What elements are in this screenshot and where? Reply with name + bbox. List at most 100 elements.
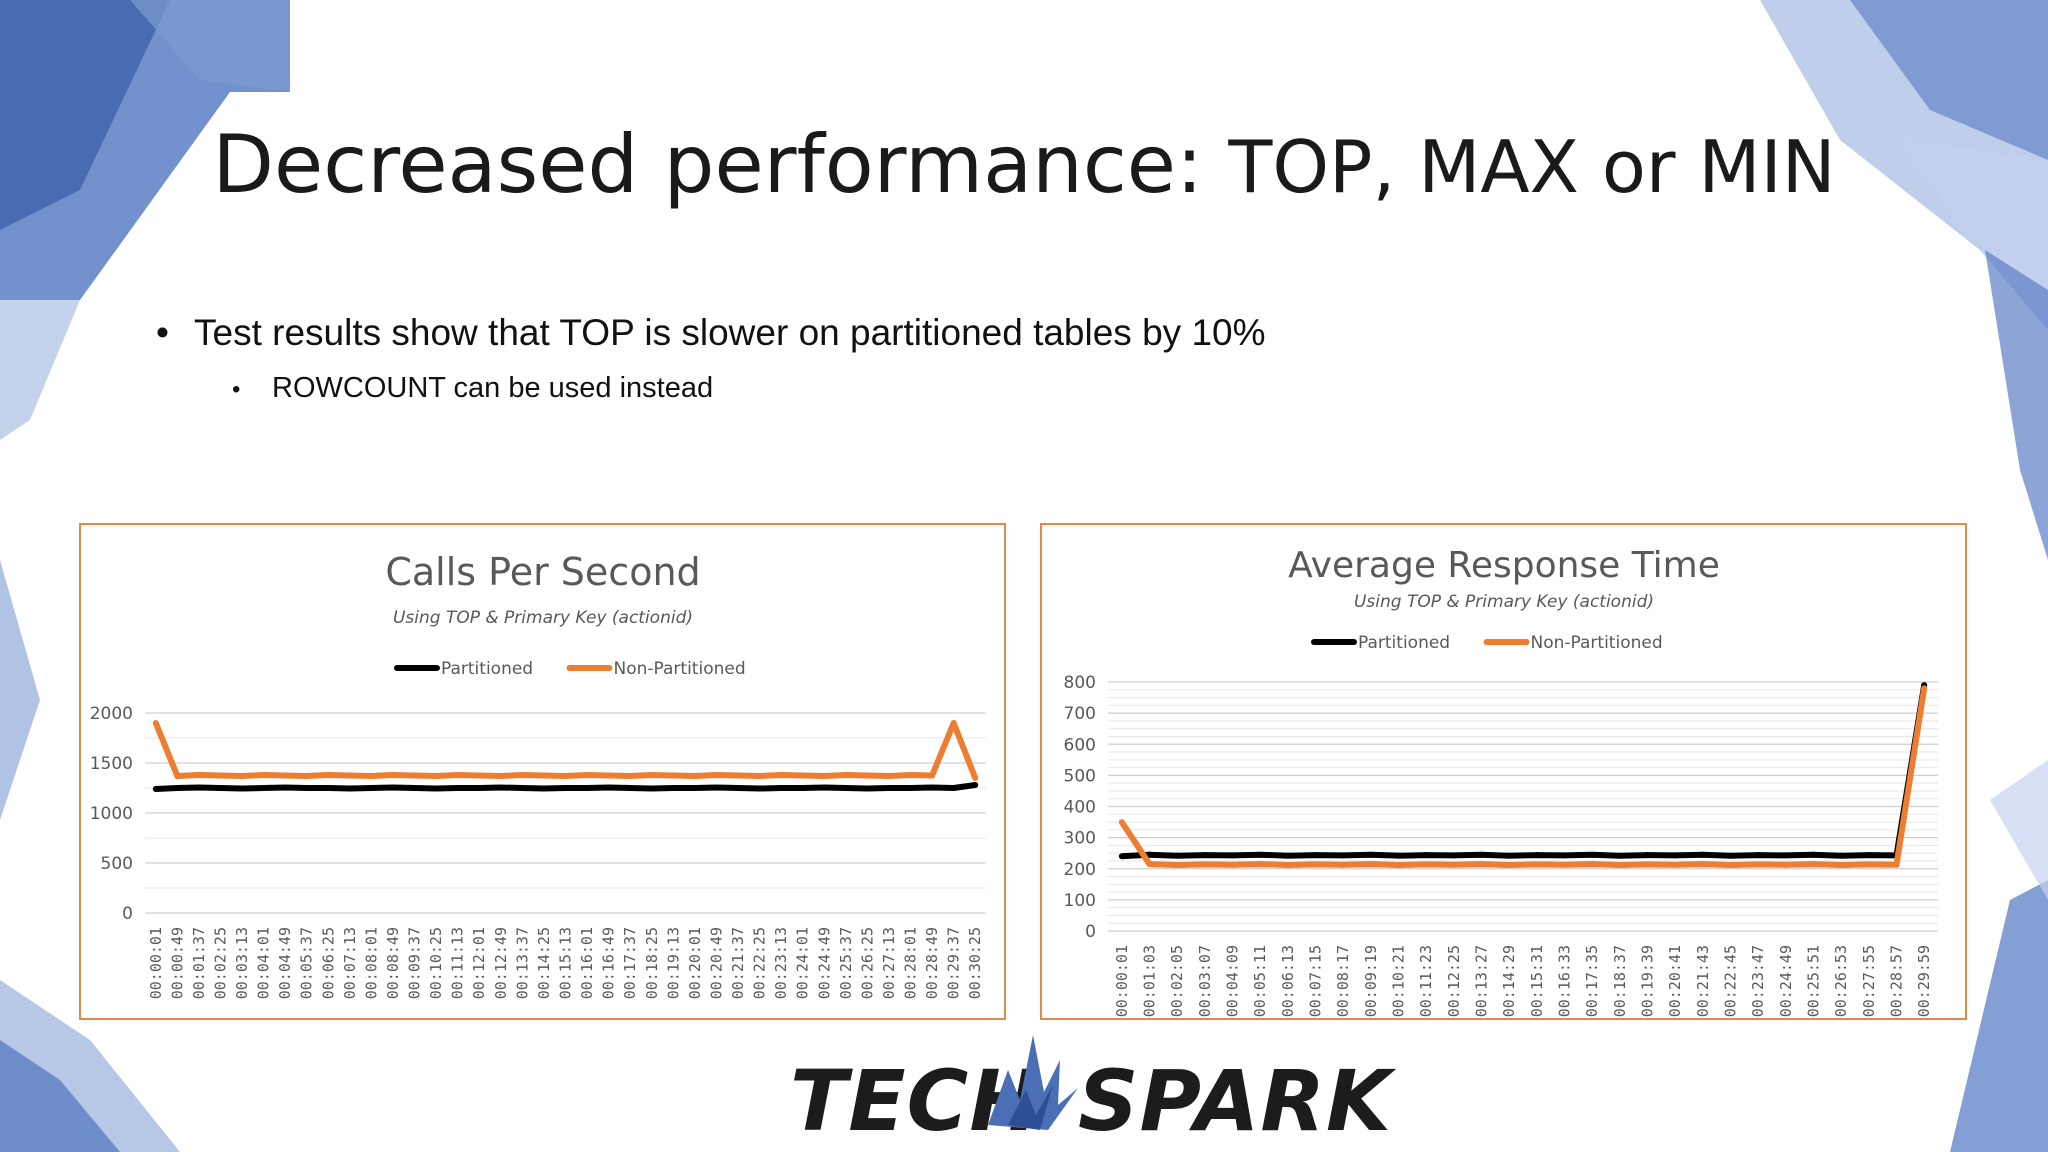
data-point-partitioned xyxy=(1229,852,1236,859)
x-tick-label: 00:20:01 xyxy=(686,927,704,999)
y-tick-label: 1000 xyxy=(90,804,133,824)
x-tick-label: 00:16:01 xyxy=(578,927,596,999)
data-point-partitioned xyxy=(907,785,914,791)
legend-label: Partitioned xyxy=(441,659,533,679)
data-point-partitioned xyxy=(1340,852,1347,859)
data-point-partitioned xyxy=(562,785,569,791)
x-tick-label: 00:12:25 xyxy=(1445,945,1463,1017)
data-point-partitioned xyxy=(1727,852,1734,859)
data-point-partitioned xyxy=(282,784,289,791)
x-tick-label: 00:07:15 xyxy=(1307,945,1325,1017)
data-point-non-partitioned xyxy=(411,772,418,779)
data-point-non-partitioned xyxy=(691,773,698,779)
data-point-partitioned xyxy=(1810,851,1817,858)
data-point-partitioned xyxy=(174,785,181,791)
x-tick-label: 00:04:01 xyxy=(255,927,273,999)
x-tick-label: 00:14:29 xyxy=(1500,945,1518,1017)
x-tick-label: 00:05:11 xyxy=(1251,945,1269,1017)
data-point-non-partitioned xyxy=(1257,861,1264,868)
data-point-partitioned xyxy=(1146,851,1153,858)
data-point-non-partitioned xyxy=(389,772,396,778)
data-point-non-partitioned xyxy=(1921,685,1928,692)
x-tick-label: 00:01:03 xyxy=(1141,945,1159,1017)
data-point-partitioned xyxy=(1533,852,1540,859)
data-point-partitioned xyxy=(713,784,720,791)
data-point-non-partitioned xyxy=(778,772,785,778)
x-tick-label: 00:10:21 xyxy=(1390,945,1408,1017)
data-point-non-partitioned xyxy=(1395,862,1402,869)
data-point-non-partitioned xyxy=(1838,862,1845,869)
data-point-partitioned xyxy=(735,785,742,791)
legend-label: Non-Partitioned xyxy=(1531,633,1663,653)
y-tick-label: 300 xyxy=(1064,829,1096,849)
data-point-non-partitioned xyxy=(454,772,461,778)
x-tick-label: 00:16:33 xyxy=(1556,945,1574,1017)
y-tick-label: 500 xyxy=(1064,766,1096,786)
chart-subtitle: Using TOP & Primary Key (actionid) xyxy=(393,608,693,628)
x-tick-label: 00:03:13 xyxy=(233,927,251,999)
x-tick-label: 00:13:37 xyxy=(513,927,531,999)
y-tick-label: 1500 xyxy=(90,754,133,774)
y-tick-label: 700 xyxy=(1064,704,1096,724)
series-line-non-partitioned xyxy=(1119,687,1928,868)
data-point-non-partitioned xyxy=(1201,861,1208,868)
data-point-non-partitioned xyxy=(1229,861,1236,868)
x-tick-label: 00:27:13 xyxy=(880,927,898,999)
y-tick-label: 500 xyxy=(101,854,133,874)
data-point-partitioned xyxy=(1201,852,1208,859)
data-point-partitioned xyxy=(1478,851,1485,858)
techspark-logo: TECH SPARK xyxy=(788,1030,1391,1150)
data-point-non-partitioned xyxy=(972,775,979,781)
x-tick-label: 00:15:13 xyxy=(557,927,575,999)
data-point-non-partitioned xyxy=(239,773,246,779)
x-tick-label: 00:07:13 xyxy=(341,927,359,999)
x-tick-label: 00:20:41 xyxy=(1666,945,1684,1017)
data-point-partitioned xyxy=(303,785,310,791)
series-line-partitioned xyxy=(1121,684,1928,860)
data-point-partitioned xyxy=(950,785,957,791)
data-point-partitioned xyxy=(519,785,526,791)
data-point-partitioned xyxy=(1257,851,1264,858)
x-tick-label: 00:03:07 xyxy=(1196,945,1214,1017)
data-point-partitioned xyxy=(368,785,375,791)
x-tick-label: 00:10:25 xyxy=(427,927,445,999)
data-point-partitioned xyxy=(670,785,677,791)
y-tick-label: 400 xyxy=(1064,798,1096,818)
data-point-non-partitioned xyxy=(282,772,289,779)
data-point-non-partitioned xyxy=(799,772,806,779)
x-tick-label: 00:26:53 xyxy=(1832,945,1850,1017)
x-tick-label: 00:24:01 xyxy=(794,927,812,999)
data-point-non-partitioned xyxy=(497,773,504,779)
x-tick-label: 00:15:31 xyxy=(1528,945,1546,1017)
average-response-time-chart: Average Response Time Using TOP & Primary… xyxy=(1040,523,1967,1020)
data-point-partitioned xyxy=(1616,852,1623,859)
data-point-partitioned xyxy=(1423,852,1430,859)
bullet-2-text: ROWCOUNT can be used instead xyxy=(272,372,714,404)
data-point-partitioned xyxy=(627,785,634,791)
data-point-non-partitioned xyxy=(433,773,440,779)
data-point-partitioned xyxy=(691,785,698,791)
bullet-dot: • xyxy=(232,376,241,403)
data-point-partitioned xyxy=(325,785,332,791)
y-tick-label: 0 xyxy=(122,904,133,924)
x-tick-label: 00:19:39 xyxy=(1639,945,1657,1017)
x-tick-label: 00:22:25 xyxy=(751,927,769,999)
slide-title: Decreased performance: TOP, MAX or MIN xyxy=(0,118,2048,211)
y-tick-label: 0 xyxy=(1085,922,1096,942)
slide-title-rest: TOP, MAX or MIN xyxy=(1228,125,1836,209)
y-tick-label: 800 xyxy=(1064,673,1096,693)
data-point-partitioned xyxy=(1865,852,1872,859)
x-tick-label: 00:05:37 xyxy=(298,927,316,999)
y-tick-label: 600 xyxy=(1064,735,1096,755)
data-point-non-partitioned xyxy=(1533,861,1540,868)
data-point-non-partitioned xyxy=(303,773,310,779)
x-tick-label: 00:06:13 xyxy=(1279,945,1297,1017)
data-point-non-partitioned xyxy=(1644,861,1651,868)
data-point-non-partitioned xyxy=(950,720,957,726)
data-point-partitioned xyxy=(1672,852,1679,859)
data-point-partitioned xyxy=(476,785,483,791)
data-point-non-partitioned xyxy=(1810,861,1817,868)
x-tick-label: 00:09:37 xyxy=(406,927,424,999)
x-tick-label: 00:00:01 xyxy=(147,927,165,999)
